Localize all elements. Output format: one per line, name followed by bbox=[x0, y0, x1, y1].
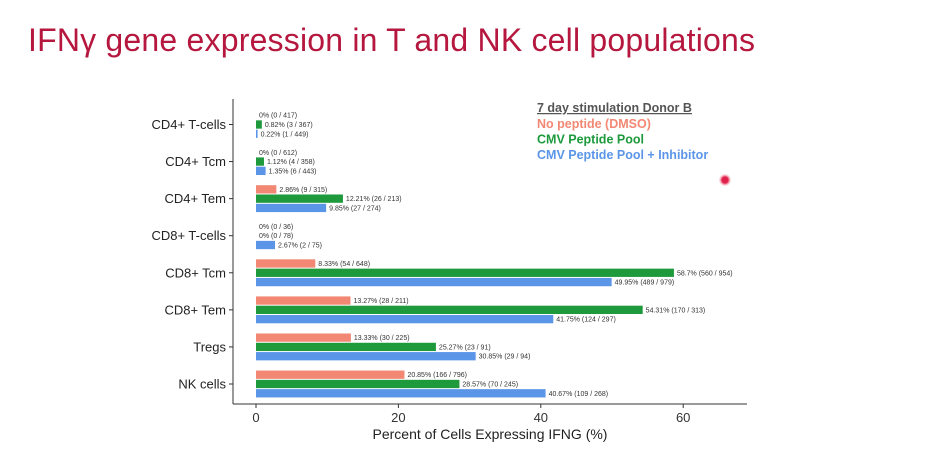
recording-indicator-icon bbox=[719, 174, 731, 186]
bar-value-label: 2.86% (9 / 315) bbox=[279, 187, 327, 194]
bar-value-label: 13.33% (30 / 225) bbox=[354, 335, 410, 342]
bar-value-label: 0% (0 / 36) bbox=[259, 224, 293, 231]
bar-value-label: 0.82% (3 / 367) bbox=[265, 122, 313, 129]
slide-title: IFNγ gene expression in T and NK cell po… bbox=[28, 22, 756, 58]
bar bbox=[256, 277, 612, 287]
bar-value-label: 58.7% (560 / 954) bbox=[677, 270, 733, 277]
bar-value-label: 0.22% (1 / 449) bbox=[261, 131, 309, 138]
bar-value-label: 2.67% (2 / 75) bbox=[278, 243, 322, 250]
bar-value-label: 0% (0 / 612) bbox=[259, 150, 297, 157]
category-label: CD8+ Tcm bbox=[165, 265, 226, 280]
category-label: CD4+ Tcm bbox=[165, 154, 226, 169]
bar-value-label: 40.67% (109 / 268) bbox=[549, 391, 609, 398]
bar bbox=[256, 342, 436, 352]
bar-value-label: 49.95% (489 / 979) bbox=[615, 280, 675, 287]
chart-bars: 0% (0 / 417) 0% (0 / 612) 2.86% (9 / 315) 0… bbox=[256, 113, 733, 398]
bar bbox=[256, 305, 643, 314]
x-axis-label: Percent of Cells Expressing IFNG (%) bbox=[373, 426, 608, 442]
bar-value-label: 0% (0 / 78) bbox=[259, 233, 293, 240]
chart-axes: 0 20 40 60 Percent of Cells Expressing IFNG … bbox=[151, 99, 747, 442]
category-label: NK cells bbox=[178, 376, 226, 391]
bar bbox=[256, 315, 554, 324]
legend-entry: CMV Peptide Pool + Inhibitor bbox=[537, 148, 708, 162]
category-label: CD8+ Tem bbox=[164, 302, 226, 317]
bar-value-label: 13.27% (28 / 211) bbox=[353, 298, 408, 305]
bar-value-label: 0% (0 / 417) bbox=[259, 113, 297, 120]
bar bbox=[256, 333, 351, 342]
bar-value-label: 12.21% (26 / 213) bbox=[346, 196, 402, 203]
bar bbox=[256, 166, 266, 176]
bar bbox=[256, 352, 476, 361]
bar bbox=[256, 259, 316, 268]
x-tick-label: 0 bbox=[252, 410, 259, 425]
bar-value-label: 30.85% (29 / 94) bbox=[479, 354, 531, 361]
bar-value-label: 28.57% (70 / 245) bbox=[462, 381, 518, 388]
legend-title: 7 day stimulation Donor B bbox=[537, 101, 692, 115]
chart-legend: 7 day stimulation Donor B No peptide (DMS… bbox=[537, 101, 708, 162]
bar-value-label: 20.85% (166 / 796) bbox=[407, 372, 467, 379]
bar-value-label: 1.12% (4 / 358) bbox=[267, 159, 315, 166]
bar-value-label: 25.27% (23 / 91) bbox=[439, 344, 491, 351]
category-label: Tregs bbox=[193, 339, 226, 354]
bar bbox=[256, 296, 351, 305]
bar bbox=[256, 268, 674, 277]
bar bbox=[256, 379, 460, 389]
category-label: CD4+ Tem bbox=[164, 191, 226, 206]
bar-value-label: 41.75% (124 / 297) bbox=[556, 317, 616, 324]
bar bbox=[256, 203, 327, 213]
bar bbox=[256, 194, 343, 203]
bar bbox=[256, 240, 276, 250]
bar bbox=[256, 185, 277, 194]
bar-value-label: 9.85% (27 / 274) bbox=[329, 205, 381, 212]
category-label: CD8+ T-cells bbox=[151, 228, 226, 243]
legend-entry: CMV Peptide Pool bbox=[537, 133, 644, 147]
bar-value-label: 1.35% (6 / 443) bbox=[269, 168, 317, 175]
legend-entry: No peptide (DMSO) bbox=[537, 117, 651, 131]
x-tick-label: 20 bbox=[391, 410, 405, 425]
x-tick-label: 60 bbox=[676, 410, 690, 425]
bar-value-label: 8.33% (54 / 648) bbox=[318, 261, 370, 268]
bar bbox=[256, 370, 405, 379]
bar bbox=[256, 389, 546, 398]
bar bbox=[256, 129, 258, 138]
bar bbox=[256, 157, 264, 166]
x-tick-label: 40 bbox=[534, 410, 548, 425]
category-label: CD4+ T-cells bbox=[151, 117, 226, 132]
bar bbox=[256, 120, 262, 129]
bar-value-label: 54.31% (170 / 313) bbox=[646, 307, 706, 314]
